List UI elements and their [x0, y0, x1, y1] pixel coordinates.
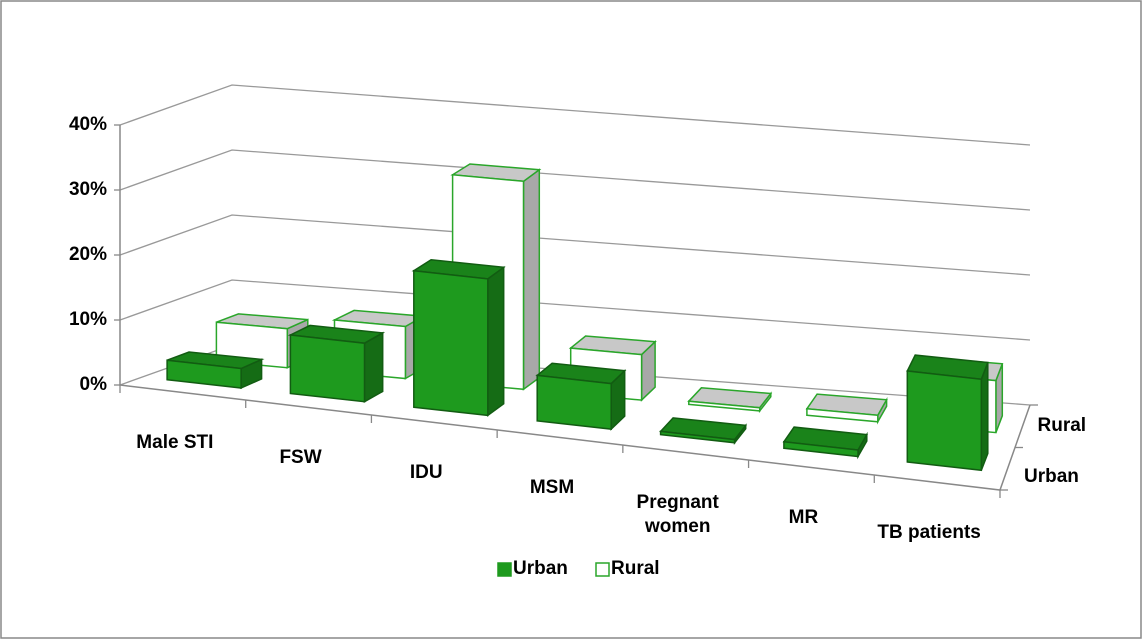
- x-tick-label: TB patients: [877, 521, 981, 543]
- x-tick-label: MSM: [529, 476, 575, 498]
- grid-line: [119, 84, 1031, 146]
- legend-swatch: [497, 562, 512, 577]
- bar: [906, 370, 983, 472]
- y-tick-label: 10%: [68, 309, 107, 330]
- bar: [806, 407, 879, 423]
- x-tick-label: MR: [788, 506, 819, 528]
- x-tick-label: Pregnant women: [636, 491, 719, 537]
- legend-label: Rural: [611, 558, 660, 579]
- grid-line: [119, 214, 1031, 276]
- grid-line: [119, 279, 1031, 341]
- bar-side: [522, 168, 541, 391]
- y-tick-label: 30%: [68, 179, 107, 200]
- bar-side: [363, 331, 384, 403]
- x-tick-label: FSW: [279, 446, 322, 468]
- bar-side: [487, 265, 505, 417]
- depth-label: Urban: [1024, 465, 1079, 487]
- legend-label: Urban: [513, 558, 568, 579]
- bar: [783, 440, 859, 458]
- depth-label: Rural: [1037, 415, 1087, 437]
- bar: [659, 430, 736, 444]
- y-tick-label: 0%: [79, 374, 107, 395]
- legend-swatch: [595, 562, 610, 577]
- y-tick-label: 40%: [68, 114, 107, 135]
- grid-line: [119, 149, 1031, 211]
- bar: [166, 359, 242, 389]
- bar: [413, 269, 489, 417]
- bar: [289, 334, 366, 403]
- bar: [688, 400, 761, 412]
- x-tick-label: IDU: [409, 461, 443, 483]
- bar: [536, 374, 612, 430]
- x-tick-label: Male STI: [136, 431, 214, 453]
- y-tick-label: 20%: [68, 244, 107, 265]
